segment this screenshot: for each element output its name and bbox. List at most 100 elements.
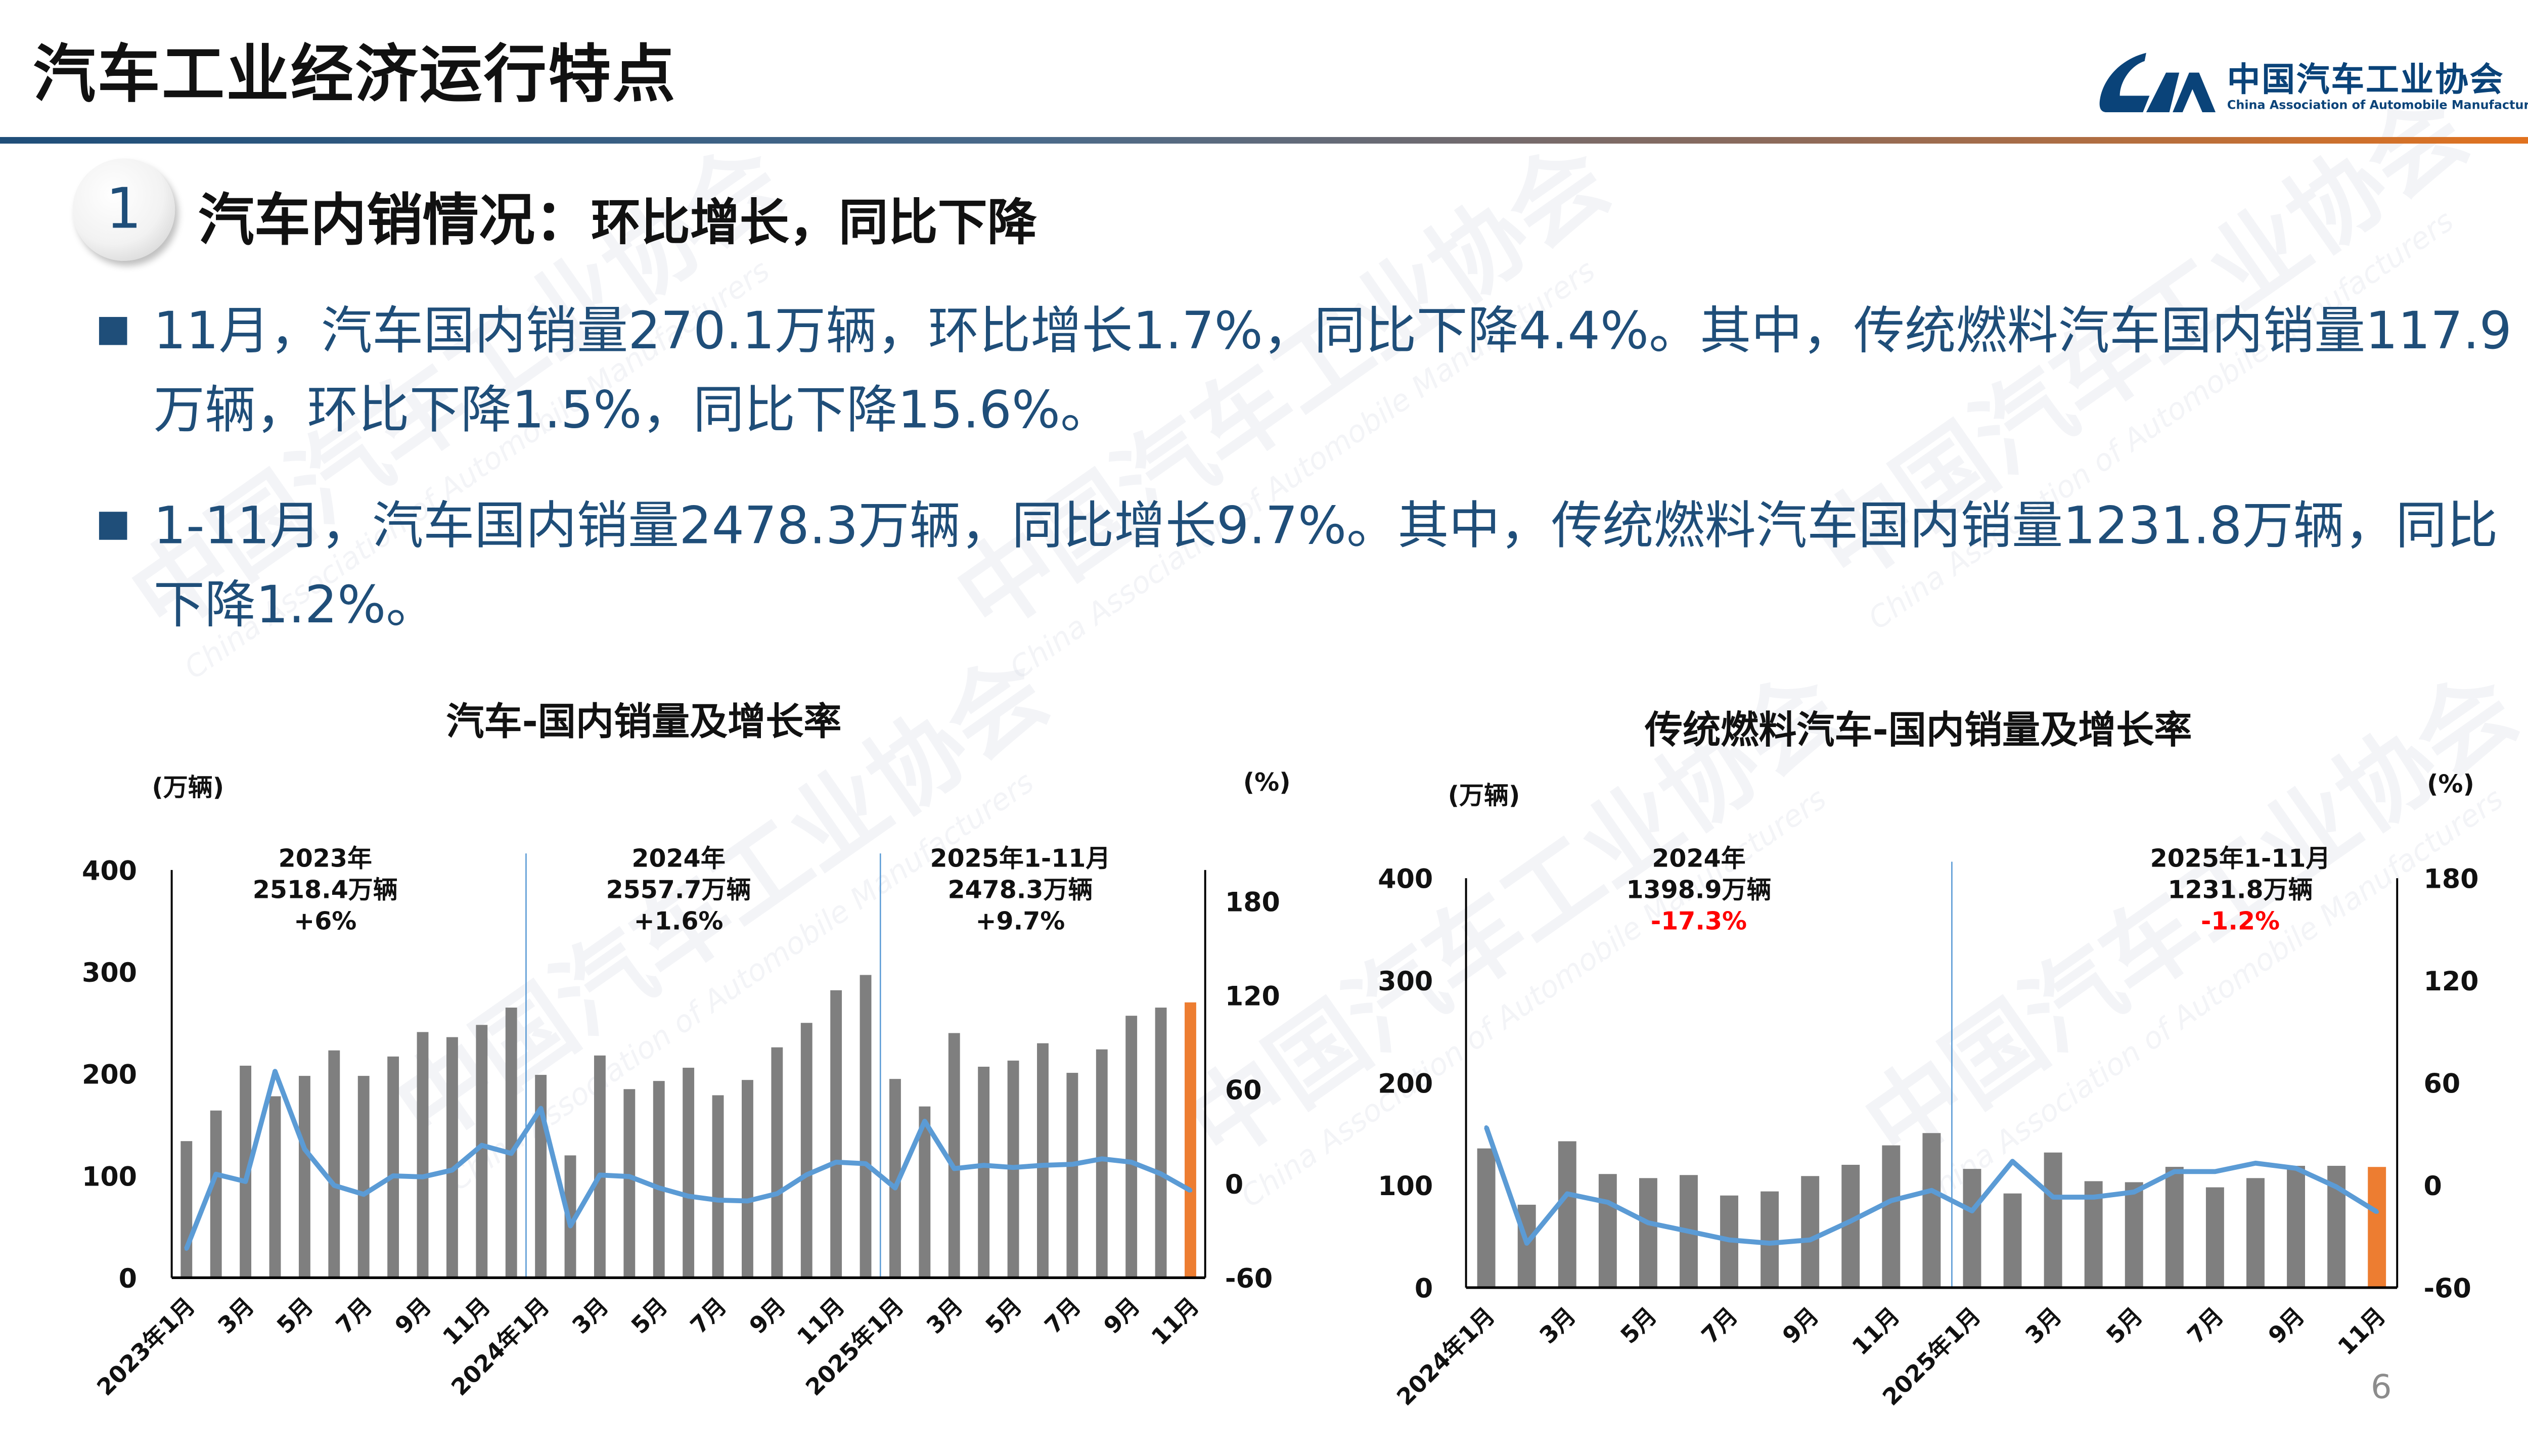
y-tick-label: 400 — [1378, 864, 1433, 895]
growth-rate-point — [1727, 1238, 1731, 1242]
period-annotation: -1.2% — [2201, 906, 2280, 935]
growth-rate-point — [568, 1224, 572, 1228]
growth-rate-point — [1687, 1229, 1691, 1234]
bar — [623, 1089, 636, 1278]
bar — [948, 1033, 960, 1278]
bar — [1155, 1008, 1167, 1278]
period-annotation: 1231.8万辆 — [2168, 875, 2313, 904]
growth-rate-point — [2375, 1210, 2379, 1214]
caam-logo-icon — [2099, 53, 2216, 113]
bar — [1125, 1016, 1138, 1278]
growth-rate-point — [922, 1119, 927, 1123]
bar — [2205, 1187, 2224, 1288]
x-tick-label: 3月 — [567, 1292, 614, 1339]
bullet-item: 11月，汽车国内销量270.1万辆，环比增长1.7%，同比下降4.4%。其中，传… — [99, 292, 2526, 450]
chart-title: 传统燃料汽车-国内销量及增长率 — [1644, 707, 2192, 752]
growth-rate-point — [1159, 1172, 1163, 1176]
x-tick-label: 11月 — [1847, 1302, 1905, 1360]
y2-tick-label: 60 — [1225, 1076, 1262, 1106]
bar — [2368, 1167, 2386, 1288]
growth-rate-point — [686, 1194, 691, 1198]
y-tick-label: 400 — [82, 856, 137, 886]
growth-rate-point — [243, 1179, 248, 1184]
x-tick-label: 2024年1月 — [1391, 1302, 1500, 1411]
growth-rate-point — [1011, 1165, 1015, 1170]
bar — [919, 1106, 931, 1278]
bar — [1066, 1073, 1078, 1278]
bar — [771, 1047, 783, 1278]
bar — [1037, 1043, 1049, 1278]
bar — [417, 1032, 429, 1278]
growth-rate-point — [2132, 1190, 2136, 1194]
growth-rate-point — [775, 1192, 779, 1196]
bar — [2125, 1182, 2143, 1288]
growth-rate-point — [1889, 1198, 1893, 1203]
bar — [712, 1095, 724, 1278]
y-axis-unit-label: (万辆) — [152, 773, 224, 802]
bar — [889, 1079, 901, 1278]
growth-rate-point — [1188, 1188, 1193, 1193]
x-tick-label: 7月 — [685, 1292, 732, 1339]
y2-tick-label: 120 — [2423, 967, 2478, 997]
growth-rate-point — [745, 1199, 750, 1203]
x-tick-label: 7月 — [1696, 1302, 1743, 1349]
growth-rate-point — [893, 1186, 897, 1190]
bar — [1801, 1176, 1820, 1288]
period-annotation: +6% — [294, 906, 356, 935]
x-tick-label: 5月 — [626, 1292, 672, 1339]
y2-tick-label: -60 — [1225, 1264, 1273, 1294]
page-title: 汽车工业经济运行特点 — [33, 38, 677, 111]
x-tick-label: 3月 — [921, 1292, 968, 1339]
x-tick-label: 5月 — [1615, 1302, 1662, 1349]
growth-rate-point — [1929, 1188, 1934, 1193]
period-annotation: +1.6% — [634, 906, 724, 935]
x-tick-label: 5月 — [980, 1292, 1027, 1339]
growth-rate-point — [2213, 1169, 2217, 1174]
growth-rate-point — [981, 1163, 986, 1167]
bar — [830, 990, 842, 1278]
x-tick-label: 9月 — [390, 1292, 436, 1339]
bar — [446, 1037, 458, 1278]
section-title: 汽车内销情况：环比增长，同比下降 — [198, 175, 1037, 256]
bar — [2165, 1167, 2184, 1288]
section-title-sub: 环比增长，同比下降 — [591, 195, 1037, 253]
growth-rate-point — [2172, 1169, 2177, 1174]
bar — [269, 1096, 281, 1278]
growth-rate-point — [1070, 1162, 1074, 1166]
growth-rate-point — [1646, 1220, 1650, 1225]
period-annotation: 2025年1-11月 — [930, 844, 1111, 873]
period-annotation: 2518.4万辆 — [253, 875, 398, 904]
period-annotation: 2023年 — [279, 844, 372, 873]
growth-rate-point — [1848, 1219, 1853, 1223]
section-title-main: 汽车内销情况： — [198, 188, 591, 254]
bar — [328, 1050, 340, 1278]
chart-title: 汽车-国内销量及增长率 — [446, 699, 841, 744]
y2-tick-label: 180 — [2423, 864, 2478, 895]
bar — [653, 1081, 665, 1278]
bar — [1598, 1174, 1617, 1288]
bar — [683, 1067, 695, 1278]
x-tick-label: 11月 — [1146, 1292, 1204, 1350]
growth-rate-point — [1484, 1125, 1488, 1129]
growth-rate-point — [804, 1172, 809, 1177]
x-tick-label: 11月 — [2333, 1302, 2391, 1360]
x-tick-label: 7月 — [331, 1292, 377, 1339]
x-tick-label: 2023年1月 — [92, 1292, 201, 1401]
growth-rate-point — [2294, 1166, 2298, 1170]
period-annotation: 2557.7万辆 — [606, 875, 751, 904]
bar — [2044, 1152, 2062, 1288]
bar — [357, 1076, 370, 1278]
bar — [298, 1076, 310, 1278]
y2-tick-label: -60 — [2423, 1274, 2471, 1304]
x-tick-label: 9月 — [744, 1292, 791, 1339]
y2-axis-unit-label: (%) — [2427, 769, 2474, 798]
x-tick-label: 9月 — [1099, 1292, 1145, 1339]
bar — [800, 1023, 812, 1278]
bullet-item: 1-11月，汽车国内销量2478.3万辆，同比增长9.7%。其中，传统燃料汽车国… — [99, 487, 2526, 645]
bar — [594, 1055, 606, 1278]
growth-rate-point — [1100, 1157, 1104, 1161]
bar — [2003, 1193, 2022, 1288]
x-tick-label: 7月 — [1040, 1292, 1086, 1339]
